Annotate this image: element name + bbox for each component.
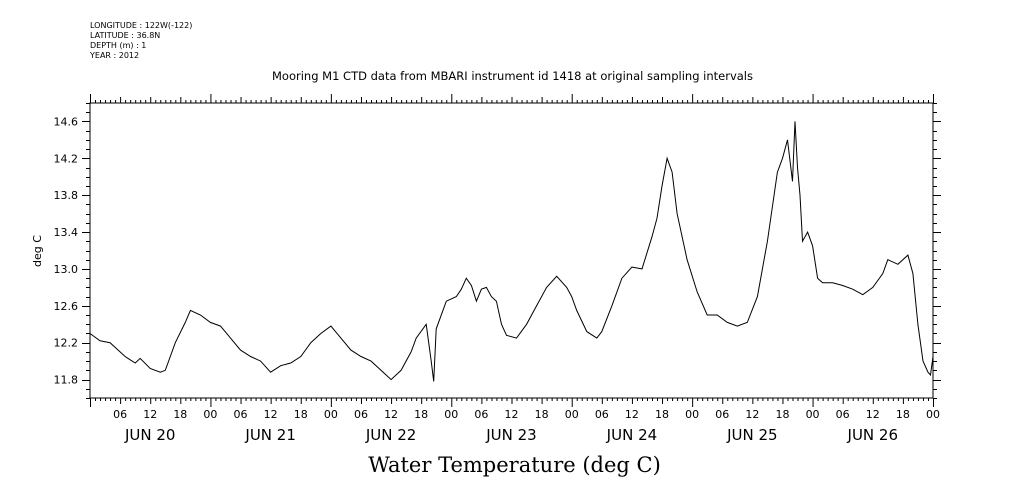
x-hour-tick-label: 18 (173, 408, 187, 421)
main-title: Water Temperature (deg C) (368, 453, 661, 477)
x-hour-tick-label: 00 (565, 408, 579, 421)
y-tick-label: 11.8 (54, 374, 79, 387)
x-hour-tick-label: 12 (625, 408, 639, 421)
x-hour-tick-label: 00 (685, 408, 699, 421)
y-tick-label: 14.6 (54, 115, 79, 128)
x-hour-tick-label: 06 (836, 408, 850, 421)
x-hour-tick-label: 18 (896, 408, 910, 421)
y-tick-label: 13.8 (54, 189, 79, 202)
year-text: YEAR : 2012 (90, 51, 140, 60)
x-hour-tick-label: 06 (474, 408, 488, 421)
latitude-text: LATITUDE : 36.8N (90, 31, 161, 40)
x-hour-tick-label: 12 (143, 408, 157, 421)
tick-labels: 06 12 18 00 06 12 18 00 06 12 18 00 06 12 18 00 06 12 18 00… (54, 115, 941, 444)
x-hour-tick-label: 12 (505, 408, 519, 421)
x-hour-tick-label: 06 (595, 408, 609, 421)
x-hour-tick-label: 06 (715, 408, 729, 421)
y-tick-label: 13.4 (54, 226, 79, 239)
x-hour-tick-label: 18 (775, 408, 789, 421)
x-hour-tick-label: 06 (234, 408, 248, 421)
x-hour-tick-label: 12 (866, 408, 880, 421)
x-day-label: JUN 23 (485, 426, 536, 444)
x-day-label: JUN 25 (726, 426, 777, 444)
x-hour-tick-label: 12 (264, 408, 278, 421)
x-hour-tick-label: 12 (745, 408, 759, 421)
x-hour-tick-label: 18 (655, 408, 669, 421)
x-hour-tick-label: 00 (203, 408, 217, 421)
x-hour-tick-label: 00 (806, 408, 820, 421)
chart-title: Mooring M1 CTD data from MBARI instrumen… (272, 69, 753, 83)
depth-text: DEPTH (m) : 1 (90, 41, 147, 50)
x-day-label: JUN 22 (365, 426, 416, 444)
y-tick-label: 12.2 (54, 337, 79, 350)
x-hour-tick-label: 18 (294, 408, 308, 421)
x-day-label: JUN 24 (606, 426, 657, 444)
metadata-block: LONGITUDE : 122W(-122) LATITUDE : 36.8N … (90, 21, 192, 61)
x-hour-tick-label: 00 (324, 408, 338, 421)
x-hour-tick-label: 12 (384, 408, 398, 421)
plot-frame (89, 102, 934, 399)
x-hour-tick-label: 00 (926, 408, 940, 421)
temperature-line (89, 121, 934, 382)
y-tick-label: 13.0 (54, 263, 79, 276)
tick-marks (82, 94, 941, 407)
x-hour-tick-label: 18 (414, 408, 428, 421)
x-hour-tick-label: 06 (113, 408, 127, 421)
longitude-text: LONGITUDE : 122W(-122) (90, 21, 193, 30)
y-tick-label: 12.6 (54, 300, 79, 313)
y-axis-label: deg C (31, 235, 44, 267)
x-hour-tick-label: 18 (535, 408, 549, 421)
x-hour-tick-label: 06 (354, 408, 368, 421)
x-day-label: JUN 20 (124, 426, 175, 444)
x-hour-tick-label: 00 (444, 408, 458, 421)
x-day-label: JUN 26 (847, 426, 898, 444)
y-tick-label: 14.2 (54, 152, 79, 165)
x-day-label: JUN 21 (244, 426, 295, 444)
